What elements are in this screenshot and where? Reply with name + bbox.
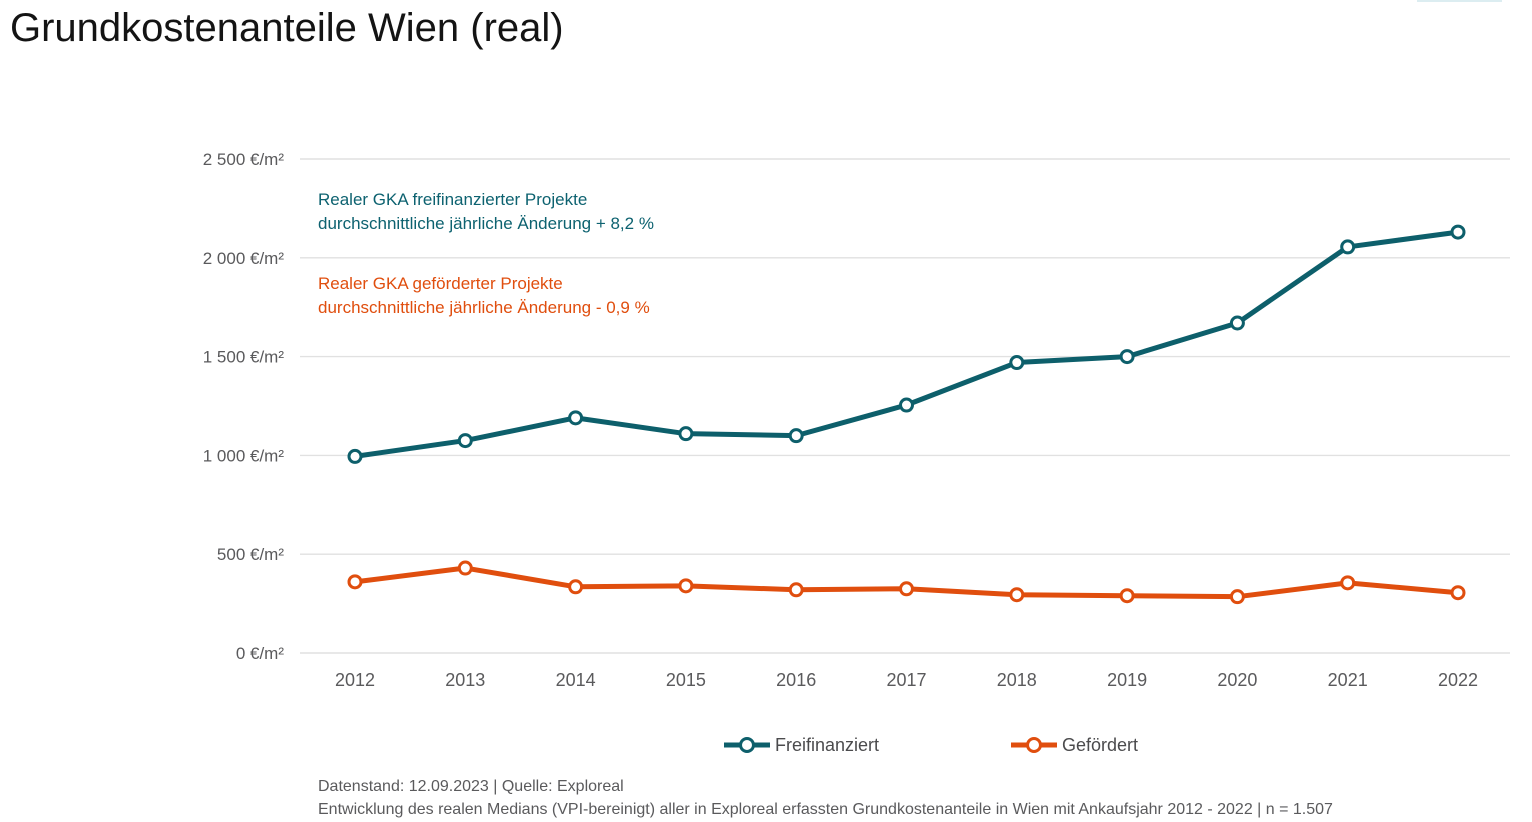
x-axis-tick-label-2021: 2021 <box>1328 670 1368 690</box>
annotation-freifinanziert: Realer GKA freifinanzierter Projekte dur… <box>318 188 654 236</box>
data-point-freifinanziert-2020[interactable] <box>1229 315 1245 331</box>
data-point-gefördert-2014[interactable] <box>568 579 584 595</box>
data-point-gefördert-2017[interactable] <box>899 581 914 597</box>
series-line-freifinanziert <box>352 229 1461 459</box>
data-point-freifinanziert-2013[interactable] <box>457 433 473 449</box>
y-axis-tick-label-1000: 1 000 €/m² <box>203 446 285 465</box>
data-point-freifinanziert-2022[interactable] <box>1450 224 1466 240</box>
chart-footnote: Datenstand: 12.09.2023 | Quelle: Explore… <box>318 775 1333 821</box>
x-axis-tick-label-2018: 2018 <box>997 670 1037 690</box>
y-axis-tick-label-2500: 2 500 €/m² <box>203 150 285 169</box>
legend-label-freifinanziert: Freifinanziert <box>775 734 880 755</box>
data-point-gefördert-2012[interactable] <box>347 574 363 590</box>
page-title: Grundkostenanteile Wien (real) <box>10 6 564 50</box>
footnote-description: Entwicklung des realen Medians (VPI-bere… <box>318 801 1333 818</box>
y-axis-tick-label-2000: 2 000 €/m² <box>203 249 285 268</box>
data-point-freifinanziert-2018[interactable] <box>1009 355 1025 371</box>
data-point-freifinanziert-2015[interactable] <box>678 426 694 442</box>
data-point-freifinanziert-2016[interactable] <box>788 428 804 444</box>
data-point-gefördert-2013[interactable] <box>457 560 473 576</box>
x-axis-tick-label-2013: 2013 <box>445 670 485 690</box>
y-axis-tick-label-1500: 1 500 €/m² <box>203 348 285 367</box>
data-point-gefördert-2022[interactable] <box>1450 585 1466 601</box>
footnote-source: Datenstand: 12.09.2023 | Quelle: Explore… <box>318 778 624 795</box>
data-point-gefördert-2021[interactable] <box>1340 575 1356 591</box>
x-axis-tick-label-2022: 2022 <box>1438 670 1478 690</box>
annotation-gefoerdert: Realer GKA geförderter Projekte durchsch… <box>318 272 650 320</box>
annotation-gefoerdert-line2: durchschnittliche jährliche Änderung - 0… <box>318 298 650 317</box>
data-point-gefördert-2019[interactable] <box>1119 588 1135 604</box>
annotation-gefoerdert-line1: Realer GKA geförderter Projekte <box>318 274 563 293</box>
legend-marker-gefoerdert-icon <box>1011 737 1057 753</box>
x-axis-tick-label-2017: 2017 <box>886 670 926 690</box>
annotation-freifinanziert-line1: Realer GKA freifinanzierter Projekte <box>318 190 588 209</box>
data-point-freifinanziert-2012[interactable] <box>347 448 363 464</box>
data-point-freifinanziert-2014[interactable] <box>568 410 584 426</box>
x-axis-tick-label-2016: 2016 <box>776 670 816 690</box>
data-point-gefördert-2018[interactable] <box>1009 587 1025 603</box>
data-point-freifinanziert-2017[interactable] <box>899 397 914 413</box>
x-axis-tick-label-2015: 2015 <box>666 670 706 690</box>
data-point-gefördert-2015[interactable] <box>678 578 694 594</box>
legend-marker-freifinanziert-icon <box>724 737 770 753</box>
annotation-freifinanziert-line2: durchschnittliche jährliche Änderung + 8… <box>318 214 654 233</box>
x-axis-tick-label-2014: 2014 <box>556 670 596 690</box>
y-axis-tick-label-0: 0 €/m² <box>236 644 285 663</box>
legend-item-gefoerdert[interactable]: Gefördert <box>1010 730 1138 760</box>
y-axis-tick-label-500: 500 €/m² <box>217 545 284 564</box>
data-point-gefördert-2016[interactable] <box>788 582 804 598</box>
legend-label-gefoerdert: Gefördert <box>1062 734 1139 755</box>
x-axis-tick-label-2012: 2012 <box>335 670 375 690</box>
top-right-strip <box>1417 0 1502 2</box>
x-axis-tick-label-2020: 2020 <box>1217 670 1257 690</box>
chart-legend: Freifinanziert Gefördert <box>0 730 1532 760</box>
data-point-gefördert-2020[interactable] <box>1229 589 1245 605</box>
legend-item-freifinanziert[interactable]: Freifinanziert <box>723 730 879 760</box>
data-point-freifinanziert-2021[interactable] <box>1340 239 1356 255</box>
x-axis-tick-label-2019: 2019 <box>1107 670 1147 690</box>
data-point-freifinanziert-2019[interactable] <box>1119 349 1135 365</box>
